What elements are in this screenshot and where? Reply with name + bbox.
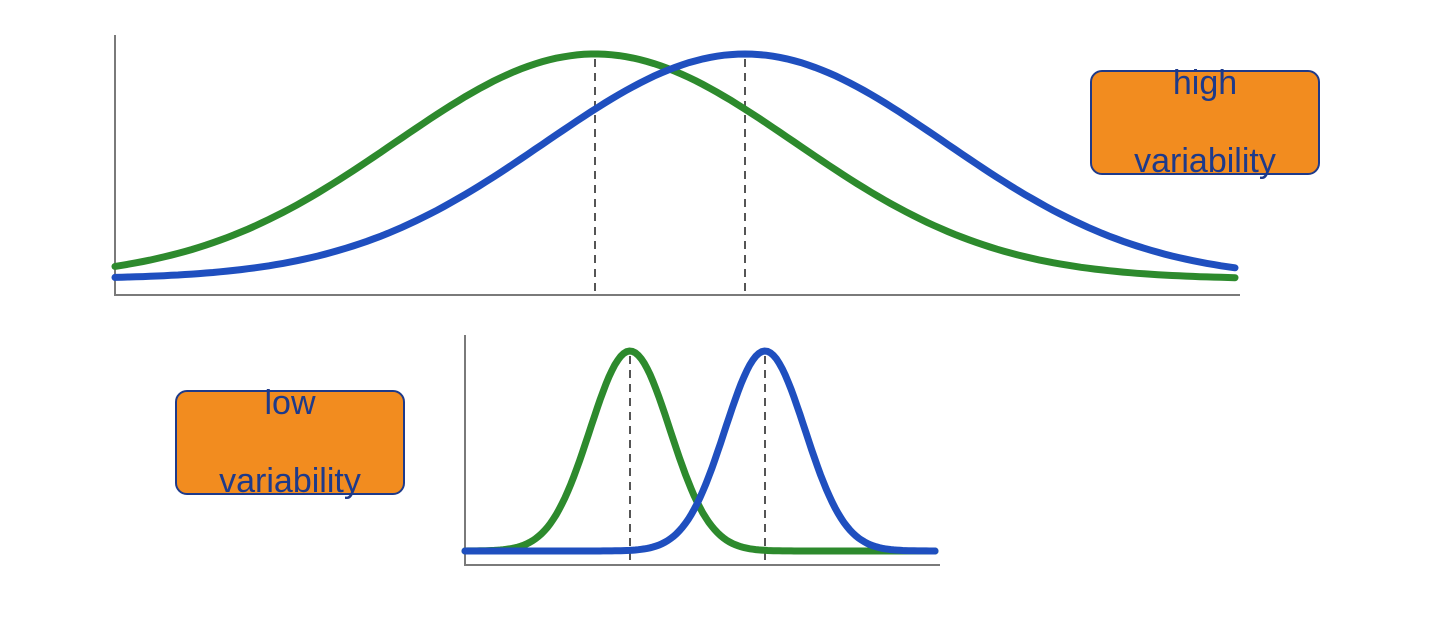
green-curve: [115, 54, 1235, 278]
blue-curve-narrow: [465, 351, 935, 551]
green-curve-narrow: [465, 351, 935, 551]
high-label-line1: high: [1173, 64, 1237, 103]
bottom-chart: [455, 330, 945, 580]
low-variability-label: low variability: [175, 390, 405, 495]
low-label-line1: low: [264, 384, 315, 423]
axes: [465, 335, 940, 565]
blue-curve: [115, 54, 1235, 277]
low-label-line2: variability: [219, 462, 361, 501]
top-chart: [105, 30, 1245, 310]
high-label-line2: variability: [1134, 142, 1276, 181]
high-variability-label: high variability: [1090, 70, 1320, 175]
